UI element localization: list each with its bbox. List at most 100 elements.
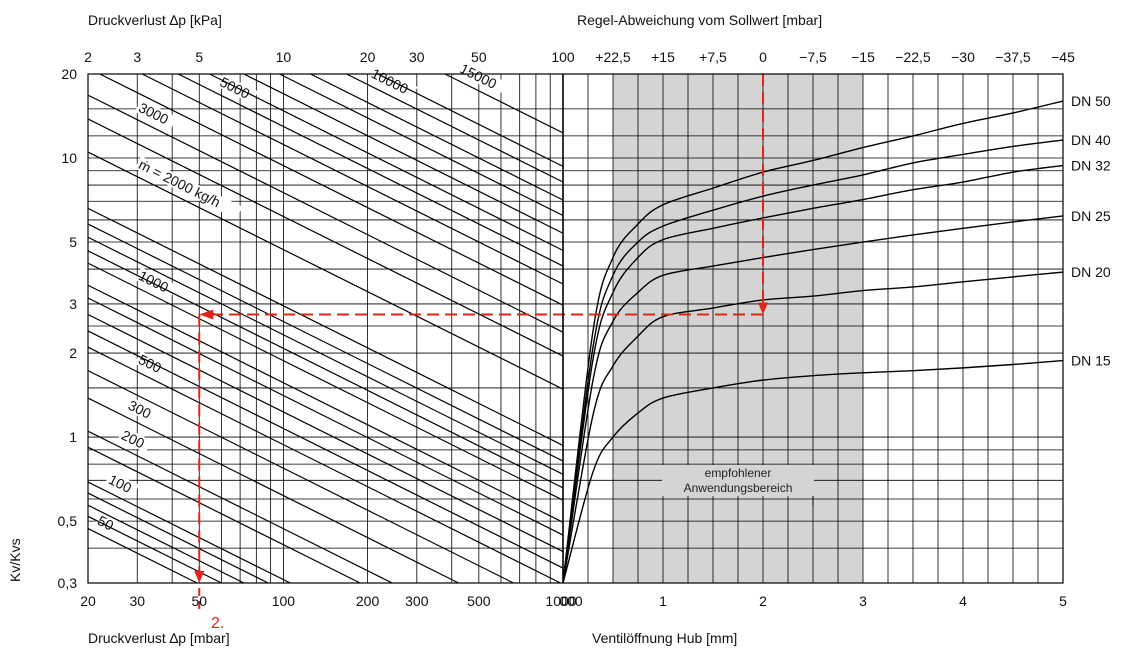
dn-label: DN 40: [1071, 132, 1111, 148]
x-tick-label-top-right: 0: [759, 49, 767, 65]
dn-curve: [562, 359, 1064, 584]
flow-line: [87, 151, 564, 390]
flow-line: [87, 94, 564, 333]
flow-line: [346, 73, 564, 183]
flow-label-bg: [134, 99, 177, 130]
flow-line: [87, 346, 561, 584]
y-tick-label: 3: [69, 296, 77, 312]
flow-line: [87, 504, 245, 584]
x-tick-label-top-left: 10: [276, 49, 292, 65]
dn-label: DN 20: [1071, 264, 1111, 280]
flow-line: [87, 250, 564, 489]
x-tick-label-top-left: 5: [195, 49, 203, 65]
flow-line: [209, 73, 564, 251]
x-tick-label-top-right: −15: [851, 49, 875, 65]
y-axis-title: Kv/Kvs: [7, 538, 23, 582]
x-tick-label-top-left: 50: [471, 49, 487, 65]
example-arrowhead: [758, 302, 768, 315]
flow-line: [377, 73, 564, 167]
example-path: [194, 74, 768, 610]
x-tick-label-top-right: +15: [651, 49, 675, 65]
right-top-axis-title: Regel-Abweichung vom Sollwert [mbar]: [577, 12, 822, 28]
dn-curve: [562, 164, 1064, 584]
flow-line: [444, 73, 564, 134]
flow-line: [310, 73, 564, 201]
recommended-range-label: Anwendungsbereich: [684, 481, 793, 495]
dn-curve: [562, 215, 1064, 584]
flow-line: [87, 313, 564, 553]
plot-border: [87, 73, 1064, 584]
x-tick-label-bottom-left: 50: [191, 593, 207, 609]
example-arrowhead: [194, 571, 205, 583]
flow-label-bg: [456, 60, 507, 95]
flow-line: [87, 207, 564, 446]
dn-label: DN 50: [1071, 93, 1111, 109]
flow-line: [87, 297, 564, 536]
flow-label-group: 500: [134, 351, 169, 378]
x-tick-label-top-left: 100: [551, 49, 575, 65]
x-tick-label-bottom-right: 3: [859, 593, 867, 609]
x-tick-label-top-right: −22,5: [895, 49, 931, 65]
x-tick-label-bottom-left: 500: [467, 593, 491, 609]
flow-label-group: 3000: [134, 99, 177, 130]
flow-label-group: 300: [124, 396, 159, 424]
flow-label-bg: [134, 351, 169, 378]
y-tick-label: 20: [61, 66, 77, 82]
y-tick-label: 0,5: [58, 513, 78, 529]
flow-line: [87, 118, 564, 357]
recommended-range-box: [662, 465, 814, 496]
flow-line: [279, 73, 564, 217]
x-tick-label-top-right: −37,5: [995, 49, 1031, 65]
flow-label: 5000: [217, 74, 252, 102]
y-tick-label: 10: [61, 150, 77, 166]
x-tick-label-top-right: +22,5: [595, 49, 631, 65]
dn-curve: [562, 100, 1064, 584]
x-tick-label-top-right: −45: [1051, 49, 1075, 65]
flow-line: [87, 492, 269, 584]
x-tick-label-bottom-left: 300: [405, 593, 429, 609]
y-tick-label: 5: [69, 234, 77, 250]
flow-label: 3000: [136, 99, 171, 127]
y-tick-label: 2: [69, 345, 77, 361]
flow-line: [87, 236, 564, 475]
flow-line: [99, 73, 564, 306]
left-top-axis-title: Druckverlust ∆p [kPa]: [88, 12, 222, 28]
flow-label-bg: [104, 471, 139, 498]
x-tick-label-bottom-right: 2: [759, 593, 767, 609]
flow-label-bg: [124, 396, 159, 424]
right-bottom-axis-title: Ventilöffnung Hub [mm]: [592, 630, 737, 646]
flow-label-group: 10000: [367, 65, 418, 100]
flow-line: [87, 223, 564, 462]
flow-line: [87, 528, 198, 584]
flow-line: [87, 481, 291, 584]
x-tick-label-top-right: +7,5: [699, 49, 727, 65]
x-tick-label-bottom-left: 30: [129, 593, 145, 609]
x-tick-label-bottom-right: 4: [959, 593, 967, 609]
flow-line: [87, 430, 393, 584]
x-tick-label-top-right: −7,5: [799, 49, 827, 65]
y-tick-label: 0,3: [58, 575, 78, 591]
flow-label-bg: [134, 156, 243, 220]
flow-line: [243, 73, 564, 234]
x-tick-label-top-left: 2: [84, 49, 92, 65]
flow-label-bg: [216, 73, 259, 104]
dn-label: DN 32: [1071, 158, 1111, 174]
dn-label: DN 25: [1071, 208, 1111, 224]
flow-line: [87, 446, 361, 584]
frame: [87, 73, 1064, 584]
dn-curve: [562, 271, 1064, 584]
left-bottom-axis-title: Druckverlust ∆p [mbar]: [88, 630, 230, 646]
x-tick-label-bottom-right: 5: [1059, 593, 1067, 609]
flow-line: [87, 397, 459, 584]
x-tick-label-bottom-left: 200: [356, 593, 380, 609]
x-tick-label-bottom-right: 1: [659, 593, 667, 609]
y-tick-label: 1: [69, 429, 77, 445]
flow-label-bg: [117, 426, 152, 454]
flow-line: [87, 262, 564, 501]
flow-label: 1000: [136, 267, 171, 295]
x-tick-label-top-left: 3: [133, 49, 141, 65]
x-tick-label-bottom-right: 000: [559, 593, 583, 609]
